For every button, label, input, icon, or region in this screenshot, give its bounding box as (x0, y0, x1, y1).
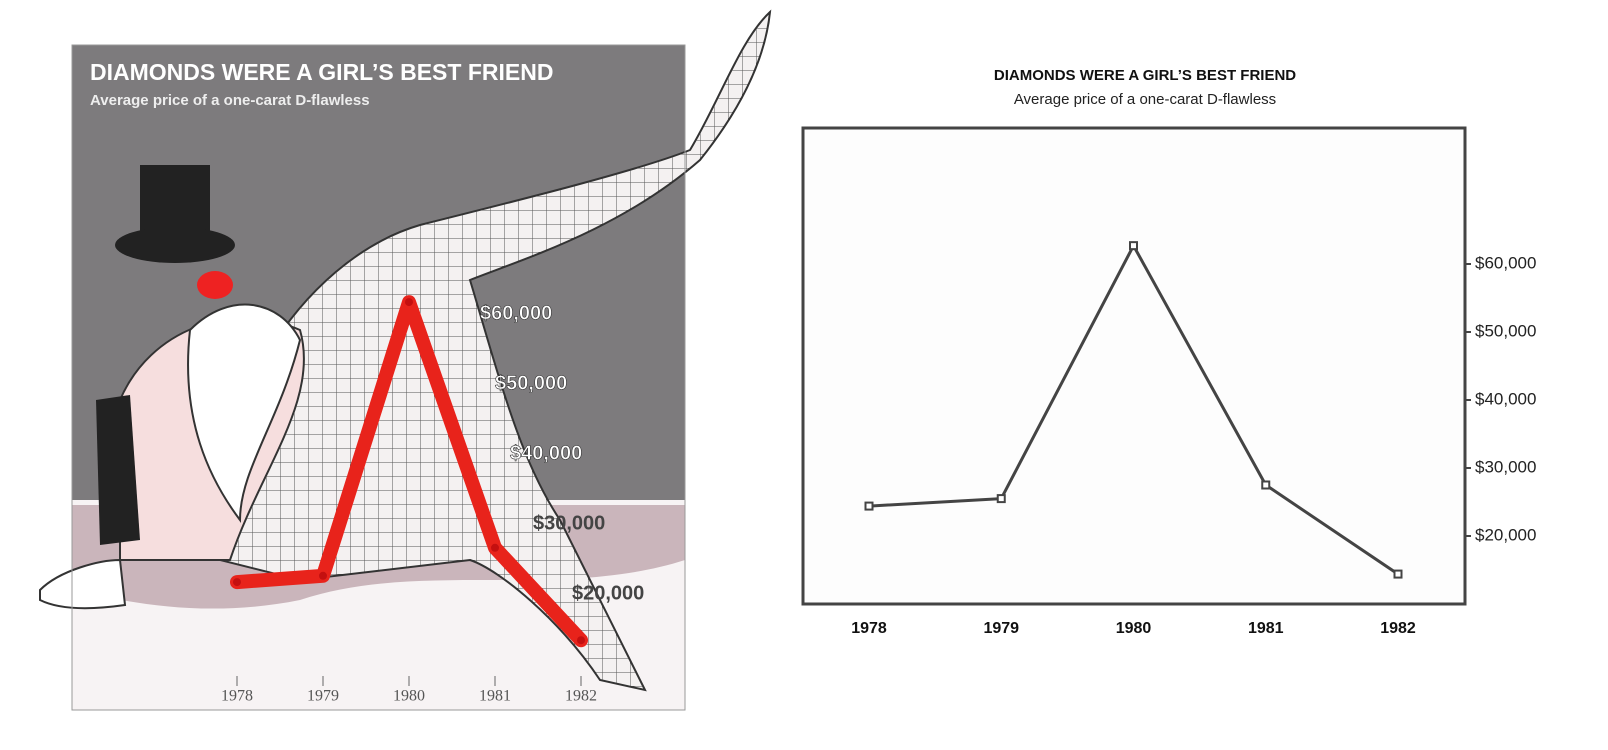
point-marker (319, 571, 327, 580)
y-tick-label: $40,000 (1475, 389, 1536, 408)
x-tick-label: 1978 (851, 620, 887, 637)
point-marker (996, 494, 1006, 504)
y-tick-label: $50,000 (1475, 321, 1536, 340)
point-marker (1393, 569, 1403, 579)
x-tick-label: 1980 (393, 688, 425, 705)
y-tick-label: $60,000 (480, 302, 552, 324)
x-tick-label: 1978 (221, 688, 253, 705)
x-tick-label: 1980 (1116, 620, 1152, 637)
point-marker (405, 298, 413, 307)
y-tick-label: $50,000 (495, 372, 567, 394)
point-marker (233, 578, 241, 587)
x-tick-label: 1979 (983, 620, 1019, 637)
y-tick-label: $30,000 (1475, 457, 1536, 476)
y-tick-label: $30,000 (533, 512, 605, 534)
illustration (39, 9, 772, 711)
point-marker (491, 543, 499, 552)
chart-subtitle: Average price of a one-carat D-flawless (1014, 91, 1276, 108)
x-tick-label: 1982 (1380, 620, 1416, 637)
y-tick-label: $20,000 (1475, 525, 1536, 544)
y-tick-label: $60,000 (1475, 253, 1536, 272)
point-marker (864, 501, 874, 511)
chart-subtitle: Average price of a one-carat D-flawless (90, 92, 370, 109)
point-marker (1129, 241, 1138, 251)
y-tick-label: $40,000 (510, 442, 582, 464)
x-tick-label: 1982 (565, 688, 597, 705)
x-tick-label: 1981 (479, 688, 511, 705)
chart-title: DIAMONDS WERE A GIRL’S BEST FRIEND (994, 67, 1296, 84)
x-tick-label: 1981 (1248, 620, 1284, 637)
point-marker (577, 636, 585, 645)
y-tick-label: $20,000 (572, 582, 644, 604)
x-tick-label: 1979 (307, 688, 339, 705)
chart-title: DIAMONDS WERE A GIRL’S BEST FRIEND (90, 59, 553, 85)
plot-frame (801, 126, 1467, 606)
point-marker (1261, 480, 1271, 490)
